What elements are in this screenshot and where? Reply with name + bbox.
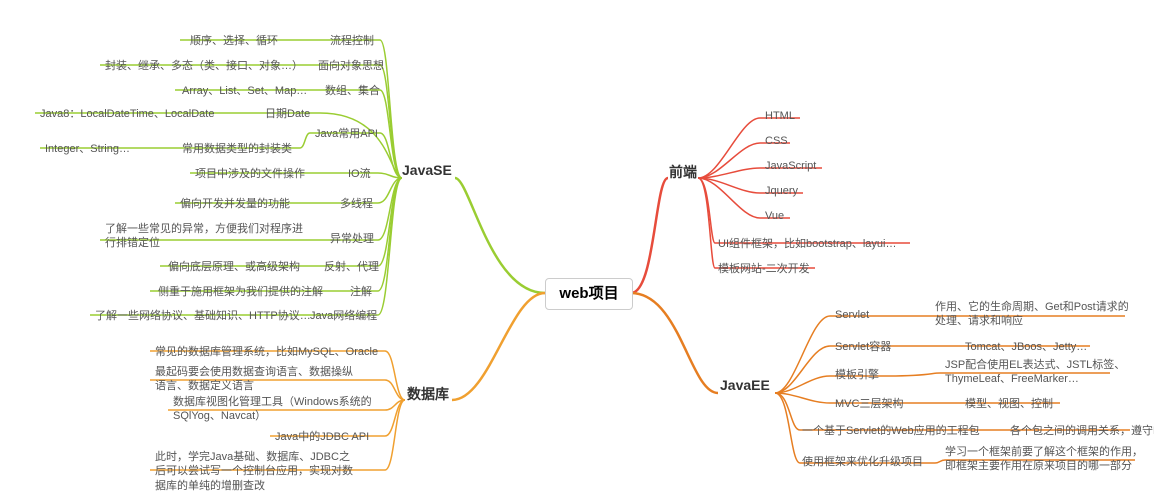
leaf-javaee-1: Servlet容器 (835, 338, 891, 354)
leaf-javase-5-detail: Integer、String… (45, 140, 130, 156)
leaf-frontend-0: HTML (765, 110, 795, 122)
leaf-frontend-5: UI组件框架，比如bootstrap、layui… (718, 235, 897, 251)
leaf-javaee-5-detail: 学习一个框架前要了解这个框架的作用，即框架主要作用在原来项目的哪一部分 (945, 445, 1145, 474)
leaf-javase-11: Java网络编程 (310, 307, 377, 323)
leaf-javaee-2-detail: JSP配合使用EL表达式、JSTL标签、ThymeLeaf、FreeMarker… (945, 358, 1145, 387)
leaf-javase-6-detail: 项目中涉及的文件操作 (195, 165, 305, 181)
leaf-javase-8-detail: 了解一些常见的异常，方便我们对程序进行排错定位 (105, 222, 305, 251)
leaf-javase-1-detail: 封装、继承、多态（类、接口、对象…） (105, 57, 303, 73)
leaf-javaee-4-detail: 各个包之间的调用关系，遵守MVC架构模式 (1010, 422, 1154, 438)
leaf-javaee-0-detail: 作用、它的生命周期、Get和Post请求的处理、请求和响应 (935, 300, 1135, 329)
leaf-javase-2-detail: Array、List、Set、Map… (182, 82, 307, 98)
branch-frontend: 前端 (669, 162, 697, 182)
leaf-frontend-4: Vue (765, 210, 784, 222)
leaf-javaee-2: 模板引擎 (835, 368, 879, 382)
leaf-javase-2: 数组、集合 (325, 82, 380, 98)
leaf-javase-7-detail: 偏向开发并发量的功能 (180, 195, 290, 211)
leaf-javase-3: 日期Date (265, 105, 310, 121)
leaf-db-2: 数据库视图化管理工具（Windows系统的SQlYog、Navcat） (173, 395, 373, 424)
leaf-db-1: 最起码要会使用数据查询语言、数据操纵语言、数据定义语言 (155, 365, 355, 394)
leaf-frontend-6: 模板网站-二次开发 (718, 260, 810, 276)
leaf-frontend-1: CSS (765, 135, 788, 147)
leaf-javase-9: 反射、代理 (324, 258, 379, 274)
branch-db: 数据库 (407, 384, 449, 404)
leaf-db-0: 常见的数据库管理系统，比如MySQL、Oracle (155, 343, 378, 359)
leaf-javase-3-detail: Java8：LocalDateTime、LocalDate (40, 105, 214, 121)
leaf-javase-9-detail: 偏向底层原理、或高级架构 (168, 258, 300, 274)
root-node: web项目 (545, 278, 633, 310)
leaf-javase-10: 注解 (350, 283, 372, 299)
leaf-javase-10-detail: 侧重于施用框架为我们提供的注解 (158, 283, 323, 299)
leaf-javase-11-detail: 了解一些网络协议、基础知识、HTTP协议… (95, 307, 311, 323)
leaf-javase-5: 常用数据类型的封装类 (182, 140, 292, 156)
leaf-javaee-4: 一个基于Servlet的Web应用的工程包 (802, 422, 980, 438)
branch-javaee: JavaEE (720, 377, 770, 393)
leaf-javase-0: 流程控制 (330, 32, 374, 48)
leaf-javase-6: IO流 (348, 165, 371, 181)
leaf-javase-1: 面向对象思想 (318, 57, 384, 73)
leaf-javaee-3-detail: 模型、视图、控制 (965, 395, 1053, 411)
leaf-javase-8: 异常处理 (330, 232, 374, 246)
leaf-javaee-5: 使用框架来优化升级项目 (802, 455, 923, 469)
leaf-javase-0-detail: 顺序、选择、循环 (190, 32, 278, 48)
leaf-javaee-0: Servlet (835, 308, 869, 322)
leaf-db-3: Java中的JDBC API (275, 428, 369, 444)
leaf-frontend-3: Jquery (765, 185, 798, 197)
leaf-frontend-2: JavaScript (765, 160, 816, 172)
leaf-db-4: 此时，学完Java基础、数据库、JDBC之后可以尝试写一个控制台应用，实现对数据… (155, 450, 355, 493)
leaf-javase-4: Java常用API (315, 125, 378, 141)
leaf-javase-7: 多线程 (340, 195, 373, 211)
leaf-javaee-3: MVC三层架构 (835, 395, 903, 411)
branch-javase: JavaSE (402, 162, 452, 178)
leaf-javaee-1-detail: Tomcat、JBoos、Jetty… (965, 338, 1087, 354)
